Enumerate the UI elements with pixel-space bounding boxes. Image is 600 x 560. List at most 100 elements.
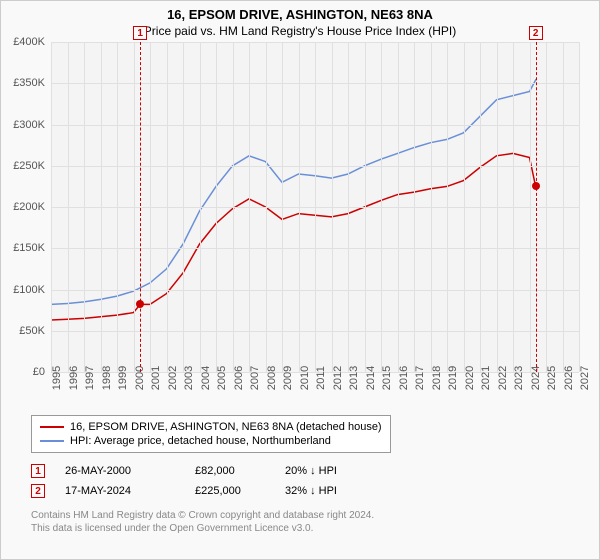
- legend-item: HPI: Average price, detached house, Nort…: [40, 434, 382, 448]
- sale-diff: 20% ↓ HPI: [285, 465, 405, 477]
- gridline-v: [348, 42, 349, 372]
- x-tick-label: 2006: [233, 366, 245, 390]
- gridline-v: [365, 42, 366, 372]
- legend-swatch: [40, 426, 64, 428]
- gridline-v: [497, 42, 498, 372]
- gridline-v: [183, 42, 184, 372]
- x-tick-label: 2027: [579, 366, 591, 390]
- gridline-v: [51, 42, 52, 372]
- x-tick-label: 2015: [381, 366, 393, 390]
- x-tick-label: 2020: [464, 366, 476, 390]
- gridline-v: [216, 42, 217, 372]
- sale-price: £225,000: [195, 485, 265, 497]
- x-tick-label: 2005: [216, 366, 228, 390]
- y-tick-label: £300K: [13, 119, 45, 131]
- sale-marker: 2: [31, 484, 45, 498]
- gridline-v: [579, 42, 580, 372]
- x-tick-label: 2008: [266, 366, 278, 390]
- gridline-v: [150, 42, 151, 372]
- x-tick-label: 2004: [200, 366, 212, 390]
- y-tick-label: £200K: [13, 201, 45, 213]
- sales-table: 1 26-MAY-2000 £82,000 20% ↓ HPI 2 17-MAY-2024…: [31, 461, 579, 501]
- x-tick-label: 2007: [249, 366, 261, 390]
- marker-line: [140, 42, 141, 372]
- marker-label: 1: [133, 26, 147, 40]
- x-tick-label: 2023: [513, 366, 525, 390]
- gridline-v: [282, 42, 283, 372]
- sale-row: 2 17-MAY-2024 £225,000 32% ↓ HPI: [31, 481, 579, 501]
- x-tick-label: 2017: [414, 366, 426, 390]
- legend-label: HPI: Average price, detached house, Nort…: [70, 435, 331, 447]
- gridline-v: [447, 42, 448, 372]
- gridline-v: [249, 42, 250, 372]
- x-tick-label: 2009: [282, 366, 294, 390]
- x-tick-label: 2022: [497, 366, 509, 390]
- gridline-v: [513, 42, 514, 372]
- gridline-v: [117, 42, 118, 372]
- x-tick-label: 2019: [447, 366, 459, 390]
- y-tick-label: £250K: [13, 160, 45, 172]
- y-tick-label: £150K: [13, 242, 45, 254]
- y-tick-label: £400K: [13, 36, 45, 48]
- gridline-v: [167, 42, 168, 372]
- x-tick-label: 2010: [299, 366, 311, 390]
- y-tick-label: £100K: [13, 284, 45, 296]
- marker-label: 2: [529, 26, 543, 40]
- gridline-v: [101, 42, 102, 372]
- legend-item: 16, EPSOM DRIVE, ASHINGTON, NE63 8NA (de…: [40, 420, 382, 434]
- x-tick-label: 2016: [398, 366, 410, 390]
- y-tick-label: £0: [33, 366, 45, 378]
- attribution-line1: Contains HM Land Registry data © Crown c…: [31, 509, 579, 522]
- marker-dot: [532, 182, 540, 190]
- chart: £0£50K£100K£150K£200K£250K£300K£350K£400…: [51, 42, 579, 372]
- x-tick-label: 2003: [183, 366, 195, 390]
- sale-diff: 32% ↓ HPI: [285, 485, 405, 497]
- x-tick-label: 2011: [315, 366, 327, 390]
- gridline-v: [381, 42, 382, 372]
- gridline-v: [398, 42, 399, 372]
- gridline-v: [84, 42, 85, 372]
- gridline-v: [200, 42, 201, 372]
- x-tick-label: 2025: [546, 366, 558, 390]
- sale-date: 17-MAY-2024: [65, 485, 175, 497]
- legend-swatch: [40, 440, 64, 442]
- x-tick-label: 1998: [101, 366, 113, 390]
- legend: 16, EPSOM DRIVE, ASHINGTON, NE63 8NA (de…: [31, 415, 391, 453]
- gridline-v: [546, 42, 547, 372]
- sale-row: 1 26-MAY-2000 £82,000 20% ↓ HPI: [31, 461, 579, 481]
- gridline-v: [68, 42, 69, 372]
- gridline-v: [266, 42, 267, 372]
- gridline-v: [134, 42, 135, 372]
- gridline-v: [299, 42, 300, 372]
- gridline-v: [530, 42, 531, 372]
- gridline-v: [414, 42, 415, 372]
- y-tick-label: £350K: [13, 77, 45, 89]
- page-title: 16, EPSOM DRIVE, ASHINGTON, NE63 8NA: [1, 1, 599, 22]
- marker-dot: [136, 300, 144, 308]
- x-tick-label: 1997: [84, 366, 96, 390]
- x-tick-label: 1999: [117, 366, 129, 390]
- gridline-v: [563, 42, 564, 372]
- marker-line: [536, 42, 537, 372]
- y-tick-label: £50K: [19, 325, 45, 337]
- gridline-v: [431, 42, 432, 372]
- x-tick-label: 2018: [431, 366, 443, 390]
- sale-date: 26-MAY-2000: [65, 465, 175, 477]
- attribution-line2: This data is licensed under the Open Gov…: [31, 522, 579, 535]
- gridline-v: [480, 42, 481, 372]
- x-tick-label: 1996: [68, 366, 80, 390]
- x-tick-label: 2012: [332, 366, 344, 390]
- gridline-v: [332, 42, 333, 372]
- attribution: Contains HM Land Registry data © Crown c…: [31, 509, 579, 535]
- x-tick-label: 1995: [51, 366, 63, 390]
- x-tick-label: 2002: [167, 366, 179, 390]
- x-tick-label: 2026: [563, 366, 575, 390]
- page-subtitle: Price paid vs. HM Land Registry's House …: [1, 22, 599, 42]
- sale-price: £82,000: [195, 465, 265, 477]
- x-tick-label: 2013: [348, 366, 360, 390]
- sale-marker: 1: [31, 464, 45, 478]
- x-tick-label: 2014: [365, 366, 377, 390]
- x-tick-label: 2001: [150, 366, 162, 390]
- gridline-v: [464, 42, 465, 372]
- plot-area: £0£50K£100K£150K£200K£250K£300K£350K£400…: [51, 42, 579, 372]
